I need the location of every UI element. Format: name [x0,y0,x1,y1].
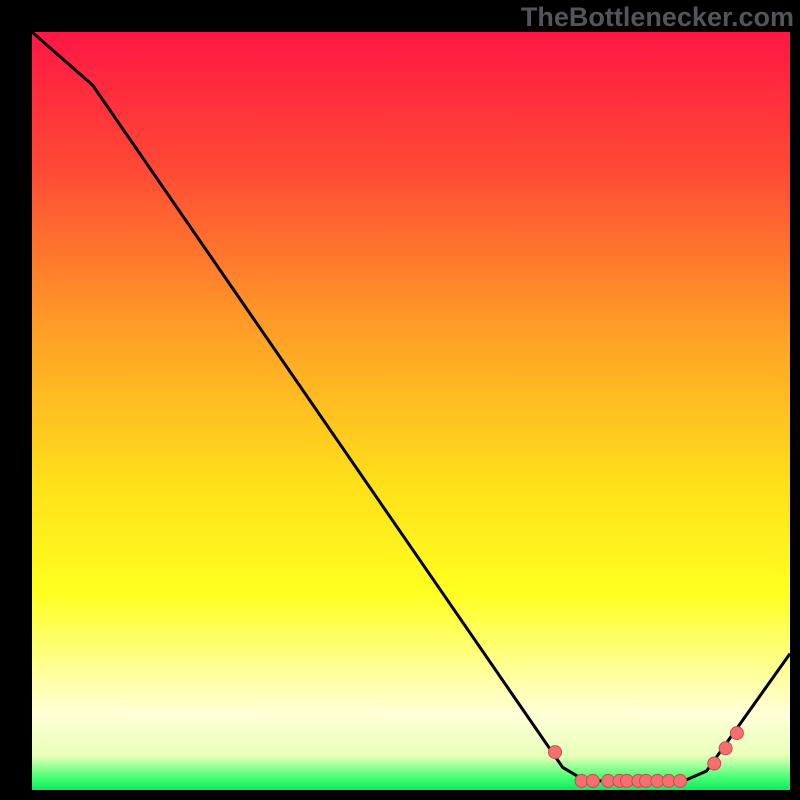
data-marker [708,757,721,770]
data-marker [586,774,599,787]
data-marker [549,746,562,759]
bottleneck-curve [32,32,790,781]
data-marker [730,727,743,740]
data-marker [719,742,732,755]
data-marker [674,774,687,787]
watermark-text: TheBottlenecker.com [521,2,794,33]
bottleneck-chart [0,0,800,800]
